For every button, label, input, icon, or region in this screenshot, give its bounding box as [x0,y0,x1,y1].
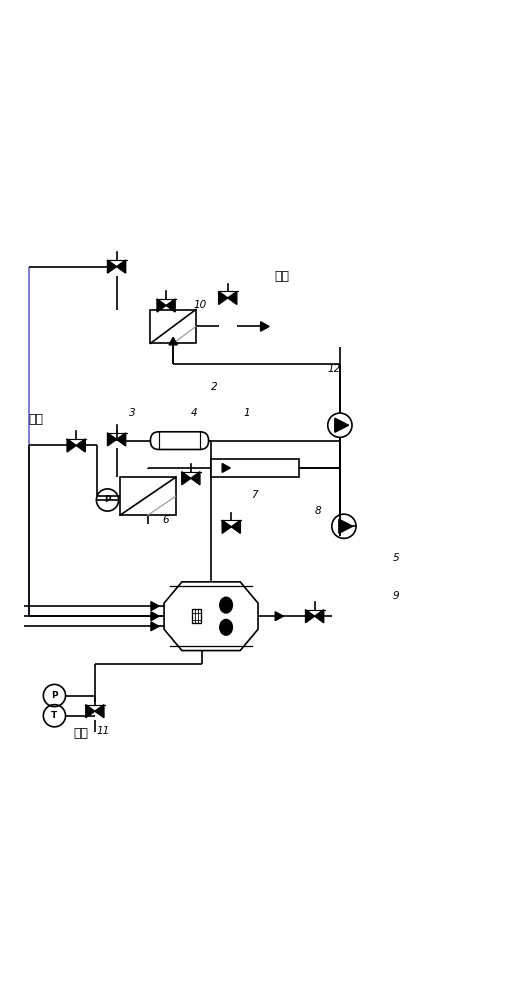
FancyBboxPatch shape [150,432,208,449]
Text: 1: 1 [244,408,250,418]
Polygon shape [67,439,76,452]
Text: 11: 11 [97,726,110,736]
Polygon shape [261,322,269,331]
Text: 12: 12 [327,364,340,374]
Polygon shape [151,612,159,621]
Text: T: T [51,711,57,720]
Polygon shape [157,299,166,312]
Text: 2: 2 [211,382,218,392]
Text: 3: 3 [129,408,135,418]
Polygon shape [116,433,125,446]
Text: 加压: 加压 [74,727,89,740]
Text: 10: 10 [194,300,207,310]
Polygon shape [314,610,324,623]
Polygon shape [166,299,175,312]
Text: 产品: 产品 [274,270,289,283]
Text: 7: 7 [251,490,258,500]
Polygon shape [222,520,231,533]
Polygon shape [222,463,230,472]
Polygon shape [182,472,191,485]
Ellipse shape [219,619,233,636]
Polygon shape [76,439,85,452]
Polygon shape [86,705,95,718]
Polygon shape [218,291,228,304]
Polygon shape [164,582,258,651]
Polygon shape [231,520,240,533]
Polygon shape [108,260,116,273]
Bar [120,477,176,515]
Polygon shape [228,291,237,304]
Polygon shape [275,612,283,621]
Bar [150,310,196,343]
Text: P: P [104,495,111,504]
Bar [193,609,202,623]
Text: 9: 9 [393,591,400,601]
Polygon shape [335,418,348,432]
Polygon shape [151,622,159,631]
Polygon shape [305,610,314,623]
Polygon shape [151,602,159,611]
Text: 4: 4 [191,408,198,418]
Polygon shape [191,472,200,485]
Polygon shape [108,433,116,446]
Text: 5: 5 [393,553,400,563]
Text: 6: 6 [162,515,169,525]
Text: 8: 8 [314,506,321,516]
Bar [211,459,300,477]
Text: P: P [51,691,58,700]
Polygon shape [95,705,104,718]
Text: 补料: 补料 [28,413,43,426]
Polygon shape [169,337,177,345]
Polygon shape [116,260,125,273]
Ellipse shape [219,597,233,614]
Polygon shape [339,519,353,533]
